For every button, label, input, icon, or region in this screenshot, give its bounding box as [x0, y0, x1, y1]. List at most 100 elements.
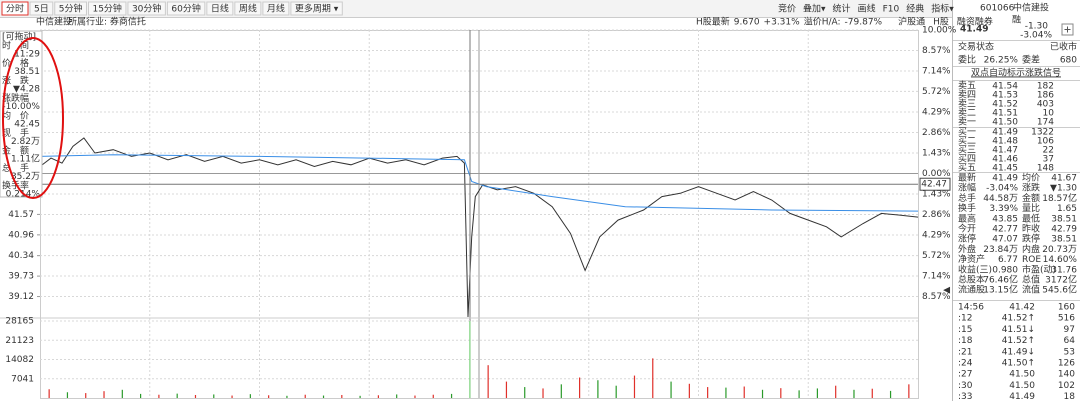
- volume-bar: [103, 391, 105, 398]
- tab-label[interactable]: 15分钟: [92, 3, 121, 15]
- volume-bar: [615, 385, 617, 398]
- tick-time: :33: [958, 392, 972, 401]
- tab[interactable]: [234, 1, 262, 16]
- volume-bar: [889, 390, 892, 398]
- collapse-arrow[interactable]: ◀: [943, 286, 950, 296]
- tab-label[interactable]: 月线: [267, 3, 285, 15]
- stat-label: ROE: [1022, 255, 1041, 265]
- info-panel[interactable]: [0, 30, 43, 198]
- stat-label: 市盈(动): [1022, 263, 1056, 275]
- y2-tick-label: 8.57%: [922, 46, 951, 56]
- tab[interactable]: [54, 1, 87, 16]
- volume-bar: [780, 388, 782, 398]
- volume-bar: [322, 395, 325, 398]
- tab[interactable]: [166, 1, 206, 16]
- tick-price: 41.51↓: [1002, 325, 1035, 335]
- tab-label[interactable]: 60分钟: [171, 3, 200, 15]
- tab-label[interactable]: 5日: [34, 4, 49, 15]
- cursor-price: 42.47: [921, 180, 947, 190]
- y2-tick-label: 10.00%: [922, 26, 957, 36]
- tick-time: :30: [958, 381, 973, 391]
- volume-bar: [725, 387, 727, 398]
- add-icon[interactable]: [1064, 26, 1071, 33]
- book-volume: 403: [1037, 100, 1054, 110]
- tab[interactable]: [1, 1, 29, 16]
- tag: 沪股通: [898, 16, 925, 28]
- info-value: -10.00%: [2, 102, 40, 112]
- volume-tick-label: 28165: [5, 317, 34, 327]
- tool-button[interactable]: 统计: [833, 3, 851, 15]
- tool-button[interactable]: 经典: [906, 3, 924, 15]
- tool-button[interactable]: F10: [883, 5, 900, 15]
- stat-label: 换手: [958, 202, 976, 214]
- y2-tick-label: 7.14%: [922, 67, 951, 77]
- stat-value: 1.65: [1057, 204, 1077, 214]
- book-price: 41.51: [992, 109, 1018, 119]
- volume-bar: [450, 393, 453, 398]
- tab-label[interactable]: 30分钟: [132, 3, 161, 15]
- tab[interactable]: [127, 1, 166, 16]
- stat-value: 23.84万: [983, 245, 1018, 255]
- tick-time: :21: [958, 347, 972, 357]
- volume-bar: [158, 394, 160, 398]
- tick-time: :12: [958, 314, 972, 324]
- y-tick-label: 41.57: [8, 210, 34, 220]
- stat-value: 41.67: [1051, 174, 1077, 184]
- tab[interactable]: [262, 1, 290, 16]
- y2-tick-label: 5.72%: [922, 87, 951, 97]
- volume-bar: [579, 377, 581, 398]
- stat-value: 545.6亿: [1042, 284, 1077, 296]
- tab-label[interactable]: 周线: [239, 3, 257, 15]
- volume-bar: [268, 395, 270, 398]
- tick-price: 41.49: [1009, 392, 1035, 401]
- tick-volume: 18: [1064, 392, 1076, 401]
- volume-bar: [377, 395, 379, 398]
- tab-label[interactable]: 分时: [6, 3, 24, 15]
- stat-label: 量比: [1022, 202, 1040, 214]
- volume-tick-label: 14082: [5, 355, 34, 365]
- volume-bar: [231, 395, 233, 398]
- info-label: 价 格: [2, 57, 29, 69]
- tool-button[interactable]: 指标▾: [931, 3, 954, 15]
- volume-bar: [853, 389, 855, 398]
- book-volume: 182: [1037, 82, 1054, 92]
- quote-change: -1.30: [1025, 22, 1049, 32]
- tick-volume: 97: [1064, 325, 1075, 335]
- stat-label: 昨收: [1022, 223, 1040, 235]
- tick-time: :27: [958, 370, 972, 380]
- wc: 680: [1060, 56, 1077, 66]
- tab-label[interactable]: 日线: [211, 3, 229, 15]
- tool-button[interactable]: 画线: [858, 3, 876, 15]
- volume-tick-label: 7041: [11, 374, 34, 384]
- tab[interactable]: [87, 1, 127, 16]
- info-value: 38.51: [14, 67, 40, 77]
- stat-value: 14.60%: [1043, 255, 1078, 265]
- tool-button[interactable]: 竞价: [778, 3, 796, 15]
- tick-volume: 102: [1058, 381, 1075, 391]
- book-volume: 10: [1043, 109, 1055, 119]
- tab[interactable]: [206, 1, 234, 16]
- stock-name: 中信建投: [36, 16, 72, 28]
- stat-value: 3.39%: [989, 204, 1018, 214]
- y2-tick-label: 1.43%: [922, 190, 951, 200]
- quote-name: 中信建投: [1013, 2, 1049, 14]
- signal-link[interactable]: 双点自动标示涨跌信号: [971, 67, 1061, 79]
- stat-label: 外盘: [958, 243, 976, 255]
- stat-label: 跌停: [1022, 233, 1040, 245]
- cursor-price-box: [919, 177, 951, 191]
- tool-button[interactable]: 叠加▾: [803, 4, 826, 15]
- tab[interactable]: [290, 1, 343, 16]
- tab[interactable]: [29, 1, 54, 16]
- stat-value: 44.58万: [983, 194, 1018, 204]
- volume-bar: [414, 395, 416, 398]
- stat-value: 47.07: [992, 235, 1018, 245]
- tab-label[interactable]: 更多周期 ▾: [295, 3, 339, 15]
- y2-tick-label: 2.86%: [922, 128, 951, 138]
- stat-value: 42.77: [992, 225, 1018, 235]
- tick-price: 41.42: [1009, 303, 1035, 313]
- book-label: 买五: [958, 163, 976, 174]
- tab-label[interactable]: 5分钟: [59, 3, 83, 15]
- stat-label: 总股本: [958, 274, 985, 286]
- tick-price: 41.50↑: [1002, 359, 1035, 369]
